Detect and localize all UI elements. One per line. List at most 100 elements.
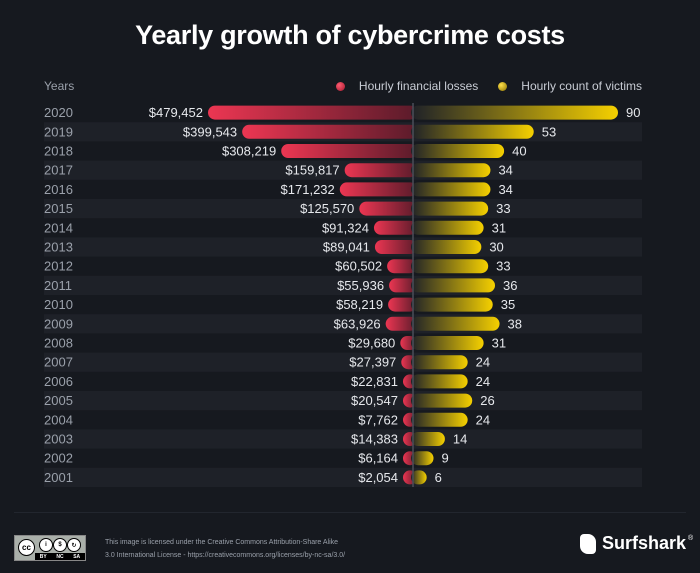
losses-bar [359,201,417,216]
year-label: 2013 [44,240,73,255]
year-label: 2018 [44,144,73,159]
year-label: 2014 [44,220,73,235]
year-label: 2009 [44,316,73,331]
victims-value-label: 26 [480,393,494,408]
losses-bar [344,163,417,178]
losses-value-label: $55,936 [337,278,384,293]
losses-bar [385,316,417,331]
by-icon: i [39,538,53,552]
chart-title: Yearly growth of cybercrime costs [135,20,565,50]
losses-value-label: $14,383 [351,432,398,447]
surfshark-brand: Surfshark ® [580,533,693,554]
year-label: 2006 [44,374,73,389]
legend-item-losses: Hourly financial losses [335,79,479,93]
losses-value-label: $2,054 [358,470,398,485]
losses-bar [389,278,417,293]
row-stripe [44,237,642,257]
losses-value-label: $308,219 [222,144,276,159]
victims-bar [411,412,468,427]
cc-label-nc: NC [56,553,64,560]
row-stripe [44,160,642,180]
year-label: 2007 [44,355,73,370]
row-stripe [44,429,642,449]
cc-license-badge[interactable]: cc i $ ↻ BY NC SA [14,535,86,561]
victims-bar [411,336,484,350]
victims-value-label: 31 [492,220,506,235]
row-stripe [44,391,642,411]
losses-value-label: $125,570 [300,201,354,216]
victims-value-label: 31 [492,336,506,351]
legend-label-victims: Hourly count of victims [521,79,642,93]
year-label: 2010 [44,297,73,312]
losses-value-label: $91,324 [322,220,369,235]
year-label: 2001 [44,470,73,485]
victims-value-label: 36 [503,278,517,293]
losses-value-label: $171,232 [281,182,335,197]
legend: Hourly financial losses Hourly count of … [316,79,642,93]
victims-bar [411,355,468,370]
cc-labels: BY NC SA [35,553,85,560]
losses-value-label: $27,397 [349,355,396,370]
row-stripe [44,352,642,372]
losses-bar [373,220,417,235]
year-label: 2019 [44,124,73,139]
diverging-bar-chart: 2020 $479,452 90 2019 $399,543 53 2018 $308,219… [44,103,642,487]
victims-bar [411,374,468,389]
victims-bar [411,451,434,466]
victims-bar [411,105,618,120]
victims-bar [411,124,534,139]
victims-bar [411,278,495,293]
victims-bar [411,163,491,178]
losses-value-label: $22,831 [351,374,398,389]
victims-bar [411,182,491,197]
victims-bar [411,220,484,235]
victims-value-label: 33 [496,201,510,216]
year-label: 2008 [44,336,73,351]
license-line-1: This image is licensed under the Creativ… [105,539,339,546]
victims-value-label: 35 [501,297,515,312]
brand-name: Surfshark [602,533,687,553]
victims-value-label: 14 [453,432,467,447]
victims-bar [411,297,493,312]
victims-bar [411,259,489,274]
victims-value-label: 53 [542,124,556,139]
losses-bar [388,297,417,312]
victims-value-label: 33 [496,259,510,274]
losses-value-label: $63,926 [334,316,381,331]
license-text: This image is licensed under the Creativ… [105,536,345,562]
victims-bar [411,201,489,216]
nc-icon: $ [53,538,67,552]
year-label: 2011 [44,278,72,293]
victims-value-label: 9 [442,451,449,466]
row-stripe [44,467,642,487]
victims-bar [411,240,482,254]
losses-value-label: $479,452 [149,105,203,120]
year-label: 2004 [44,412,73,427]
victims-value-label: 34 [498,163,512,178]
losses-bar [208,105,417,120]
losses-value-label: $399,543 [183,124,237,139]
victims-value-label: 24 [476,412,490,427]
losses-value-label: $6,164 [358,451,398,466]
victims-bar [411,470,427,485]
victims-value-label: 30 [489,240,503,255]
year-label: 2005 [44,393,73,408]
legend-dot-victims-icon [498,81,508,91]
legend-label-losses: Hourly financial losses [358,79,479,93]
victims-value-label: 6 [435,470,442,485]
surfshark-logo-icon [580,533,596,554]
losses-value-label: $58,219 [336,297,383,312]
sa-icon: ↻ [67,538,81,552]
losses-value-label: $20,547 [351,393,398,408]
year-label: 2017 [44,163,73,178]
losses-bar [339,182,417,197]
losses-value-label: $159,817 [285,163,339,178]
victims-bar [411,432,445,446]
row-stripe [44,199,642,219]
legend-item-victims: Hourly count of victims [498,79,642,93]
cc-label-by: BY [39,553,47,560]
license-line-2[interactable]: 3.0 International License - https://crea… [105,552,346,559]
losses-bar [374,240,417,254]
victims-value-label: 34 [498,182,512,197]
legend-dot-losses-icon [335,81,345,91]
